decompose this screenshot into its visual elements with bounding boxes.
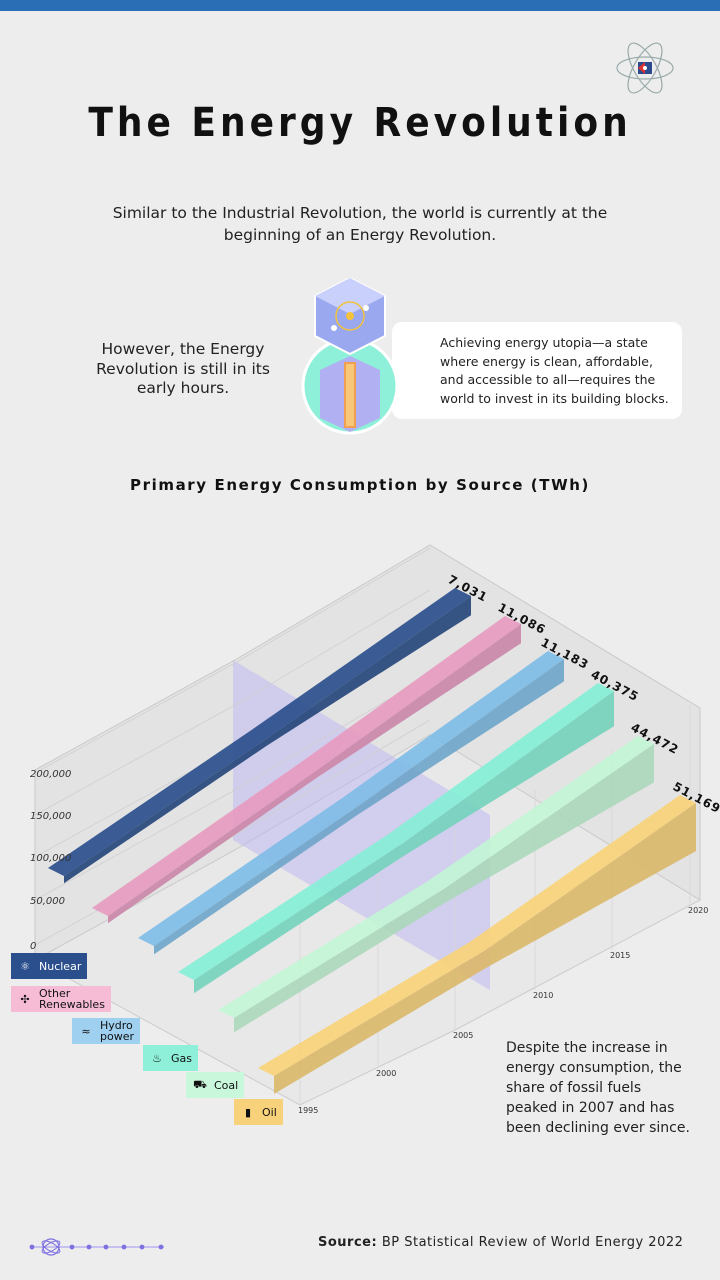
band-top-5 (258, 795, 696, 1076)
band-front-1 (108, 624, 521, 924)
x-axis-ticks: 1995 2000 2005 2010 2015 2020 (298, 906, 708, 1115)
band-top-0 (48, 588, 471, 876)
legend-label: Gas (171, 1051, 192, 1065)
legend-label: Coal (214, 1078, 239, 1092)
chart-bands (48, 588, 696, 1094)
y-tick-label: 100,000 (30, 853, 71, 864)
gas-flame-icon: ♨ (152, 1051, 162, 1065)
gridline-y (34, 589, 431, 816)
legend-item: ⚛ Nuclear (11, 953, 88, 979)
y-tick-label: 150,000 (30, 811, 71, 822)
band-top-4 (218, 736, 654, 1018)
band-front-4 (234, 744, 654, 1033)
x-tick-label: 1995 (298, 1106, 318, 1115)
x-tick-label: 2000 (376, 1069, 396, 1078)
y-axis-ticks: 0 50,000 100,000 150,000 200,000 (30, 769, 71, 952)
source-prefix: Source: (318, 1235, 378, 1250)
intro-text: Similar to the Industrial Revolution, th… (112, 204, 608, 244)
chart-title: Primary Energy Consumption by Source (TW… (130, 476, 590, 494)
band-front-0 (64, 596, 471, 884)
x-tick-label: 2015 (610, 951, 630, 960)
x-tick-label: 2020 (688, 906, 708, 915)
legend-item: ≈ Hydro power (72, 1018, 140, 1044)
atom-icon: ⚛ (20, 959, 30, 973)
legend-label: Hydro power (100, 1019, 134, 1043)
energy-cube-illustration (301, 278, 399, 435)
x-tick-label: 2010 (533, 991, 553, 1000)
gridline-y (34, 674, 431, 901)
legend-item: ▮ Oil (234, 1099, 283, 1125)
left-note: However, the Energy Revolution is still … (96, 340, 270, 397)
info-card-text: Achieving energy utopia—a state where en… (440, 335, 669, 406)
info-card (392, 322, 682, 419)
legend-label: Nuclear (39, 959, 82, 973)
legend-label: Other Renewables (39, 987, 105, 1011)
footer-atom-dots-icon (29, 1238, 164, 1256)
band-front-3 (194, 691, 614, 994)
legend-item: ⛟ Coal (186, 1072, 245, 1098)
top-accent-bar (0, 0, 720, 11)
legend-item: ✣ Other Renewables (11, 986, 111, 1012)
y-tick-label: 0 (30, 941, 36, 952)
y-tick-label: 50,000 (30, 896, 65, 907)
source-line: Source: BP Statistical Review of World E… (318, 1235, 683, 1250)
atom-logo-icon (616, 42, 674, 94)
source-text: BP Statistical Review of World Energy 20… (381, 1235, 684, 1250)
page-title: The Energy Revolution (88, 100, 632, 146)
water-wave-icon: ≈ (81, 1024, 91, 1038)
legend-item: ♨ Gas (143, 1045, 198, 1071)
band-front-5 (274, 803, 696, 1094)
band-top-3 (178, 683, 614, 980)
y-tick-label: 200,000 (30, 769, 71, 780)
closing-note: Despite the increase in energy consumpti… (506, 1040, 690, 1136)
coal-cart-icon: ⛟ (193, 1077, 207, 1091)
x-tick-label: 2005 (453, 1031, 473, 1040)
chart: 0 50,000 100,000 150,000 200,000 1995 2000 200… (30, 544, 720, 1115)
legend-label: Oil (262, 1105, 277, 1119)
wind-turbine-icon: ✣ (20, 992, 30, 1006)
oil-barrel-icon: ▮ (244, 1105, 252, 1119)
band-top-2 (138, 651, 564, 946)
band-top-1 (92, 616, 521, 916)
gridline-y (34, 547, 431, 774)
band-front-2 (154, 659, 564, 955)
